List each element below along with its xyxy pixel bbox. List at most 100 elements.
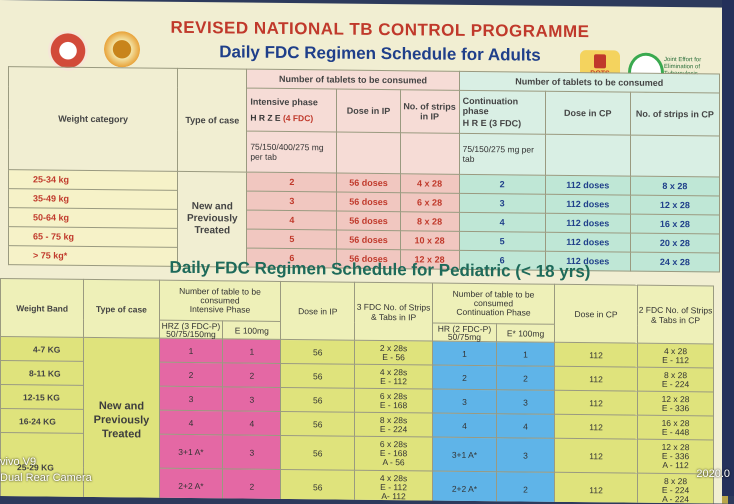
adult-ip-mg-spacer1 [336,132,401,174]
adult-ip-strips: 8 x 28 [400,211,460,232]
ped-ip2: 4 [222,410,281,436]
adult-cp-mg-spacer2 [630,135,720,178]
ped-cp-dose: 112 [554,414,638,440]
adult-ip-drug-line: H R Z E (4 FDC) [250,113,336,124]
adult-ip-phase-cell: Intensive phase H R Z E (4 FDC) [246,88,337,133]
adult-cp-tabs: 2 [459,174,546,195]
ped-ip1: 2+2 A* [159,468,223,503]
ped-ip1: 3 [159,386,223,411]
ped-cp-strips-header: 2 FDC No. of Strips & Tabs in CP [637,285,714,344]
ped-cp1: 2 [432,365,497,390]
adult-ip-strips: 6 x 28 [400,192,460,213]
ped-ip-group-cell: Number of table to be consumed Intensive… [159,280,281,322]
adult-cp-dose: 112 doses [545,194,631,215]
adult-ip-dose: 56 doses [336,211,401,231]
adult-ip-tabs: 3 [246,191,337,212]
ped-ip-dose: 56 [280,363,355,389]
ped-ip-strips: 6 x 28s E - 168 A - 56 [354,436,433,472]
ped-ip-dose-header: Dose in IP [280,281,355,341]
adult-ip-tabs: 4 [246,210,337,231]
adult-ip-mg: 75/150/400/275 mg per tab [246,131,337,174]
ped-col-band: Weight Band [0,278,84,338]
adult-ip-strips-header: No. of strips in IP [400,89,460,134]
adult-weight: 35-49 kg [8,188,178,210]
ped-ip-strips: 2 x 28s E - 56 [354,340,433,366]
ped-cp-group-cell: Number of table to be consumed Continuat… [432,283,555,325]
ped-ip-strips: 8 x 28s E - 224 [354,412,433,438]
ped-ip1: 4 [159,410,223,435]
adult-weight: 50-64 kg [8,207,178,229]
adult-ip-group: Number of tablets to be consumed [246,69,460,91]
adult-case-type: New and Previously Treated [177,171,247,268]
ped-cp-group: Number of table to be consumed [452,288,535,309]
ped-ip2: 3 [222,434,281,470]
adult-cp-strips: 16 x 28 [630,214,720,235]
ped-cp-strips: 16 x 28 E - 448 [637,415,714,440]
adult-ip-mg-spacer2 [400,132,460,175]
adult-cp-dose-header: Dose in CP [545,91,631,136]
ped-cp-dose: 112 [554,390,638,416]
ped-ip2: 2 [222,468,281,504]
ped-cp-col1: HR (2 FDC-P) 50/75mg [432,323,497,342]
ped-ip-group: Number of table to be consumed [179,285,261,306]
ped-ip-dose: 56 [280,411,355,437]
adult-cp-strips: 8 x 28 [630,176,720,197]
ped-cp-dose: 112 [554,342,638,368]
adult-table: Weight category Type of case Number of t… [8,66,720,273]
adult-ip-strips: 10 x 28 [400,230,460,251]
ped-case-type: New and Previously Treated [83,337,160,503]
adult-cp-phase: Continuation phase [462,95,519,117]
ped-ip-strips-header: 3 FDC No. of Strips & Tabs in IP [354,282,433,342]
adult-col-weight: Weight category [8,66,178,172]
adult-cp-mg-spacer1 [545,134,631,177]
ped-cp-phase: Continuation Phase [456,306,531,318]
ped-cp2: 3 [496,437,555,473]
adult-ip-phase: Intensive phase [250,96,318,108]
adult-weight: 25-34 kg [8,169,178,191]
ped-band: 4-7 KG [0,336,84,362]
page-title: REVISED NATIONAL TB CONTROL PROGRAMME [170,17,590,42]
adult-ip-dose: 56 doses [336,230,401,250]
pediatric-table: Weight Band Type of case Number of table… [0,278,714,504]
ped-ip-strips: 6 x 28s E - 168 [354,388,433,414]
ped-ip2: 3 [222,386,281,412]
ped-ip2: 2 [222,362,281,388]
emblem-logo-left [48,30,88,71]
ped-ip-dose: 56 [280,469,355,504]
adult-ip-dose: 56 doses [336,173,401,193]
ped-ip-dose: 56 [280,387,355,413]
camera-model-label: vivo V9 [0,456,37,468]
ped-ip1: 2 [159,362,223,387]
adult-subtitle: Daily FDC Regimen Schedule for Adults [219,42,541,65]
ped-cp2: 2 [496,365,555,391]
ped-cp2: 3 [496,389,555,415]
ped-ip-phase: Intensive Phase [189,303,251,315]
ped-cp1: 2+2 A* [432,471,497,504]
adult-cp-mg: 75/150/275 mg per tab [459,133,546,176]
ped-cp-strips: 8 x 28 E - 224 [637,367,714,392]
ped-cp1: 3+1 A* [432,437,497,472]
ped-ip2: 1 [222,338,281,364]
adult-ip-strips: 4 x 28 [400,173,460,194]
photo-date: 2020.0 [696,468,730,480]
ped-cp-strips: 4 x 28 E - 112 [637,343,714,368]
adult-cp-strips: 12 x 28 [630,195,720,216]
adult-cp-dose: 112 doses [545,232,631,253]
ped-ip-strips: 4 x 28s E - 112 [354,364,433,390]
adult-cp-drug: H R E (3 FDC) [462,117,522,129]
adult-cp-phase-cell: Continuation phase H R E (3 FDC) [459,90,546,135]
adult-ip-tabs: 2 [246,172,337,193]
adult-cp-tabs: 3 [459,193,546,214]
ped-cp-dose-header: Dose in CP [554,284,638,344]
adult-cp-dose: 112 doses [545,175,631,196]
ped-cp2: 1 [496,341,555,367]
ped-cp-dose: 112 [554,438,638,474]
adult-ip-dose: 56 doses [336,192,401,212]
ped-cp1: 4 [432,413,497,438]
ped-ip1: 1 [159,338,223,363]
ped-cp-strips: 12 x 28 E - 336 [637,391,714,416]
adult-ip-drug: H R Z E [250,112,281,123]
adult-weight: 65 - 75 kg [8,226,178,248]
ped-ip-col2: E 100mg [222,320,281,340]
ped-ip-dose: 56 [280,339,355,365]
